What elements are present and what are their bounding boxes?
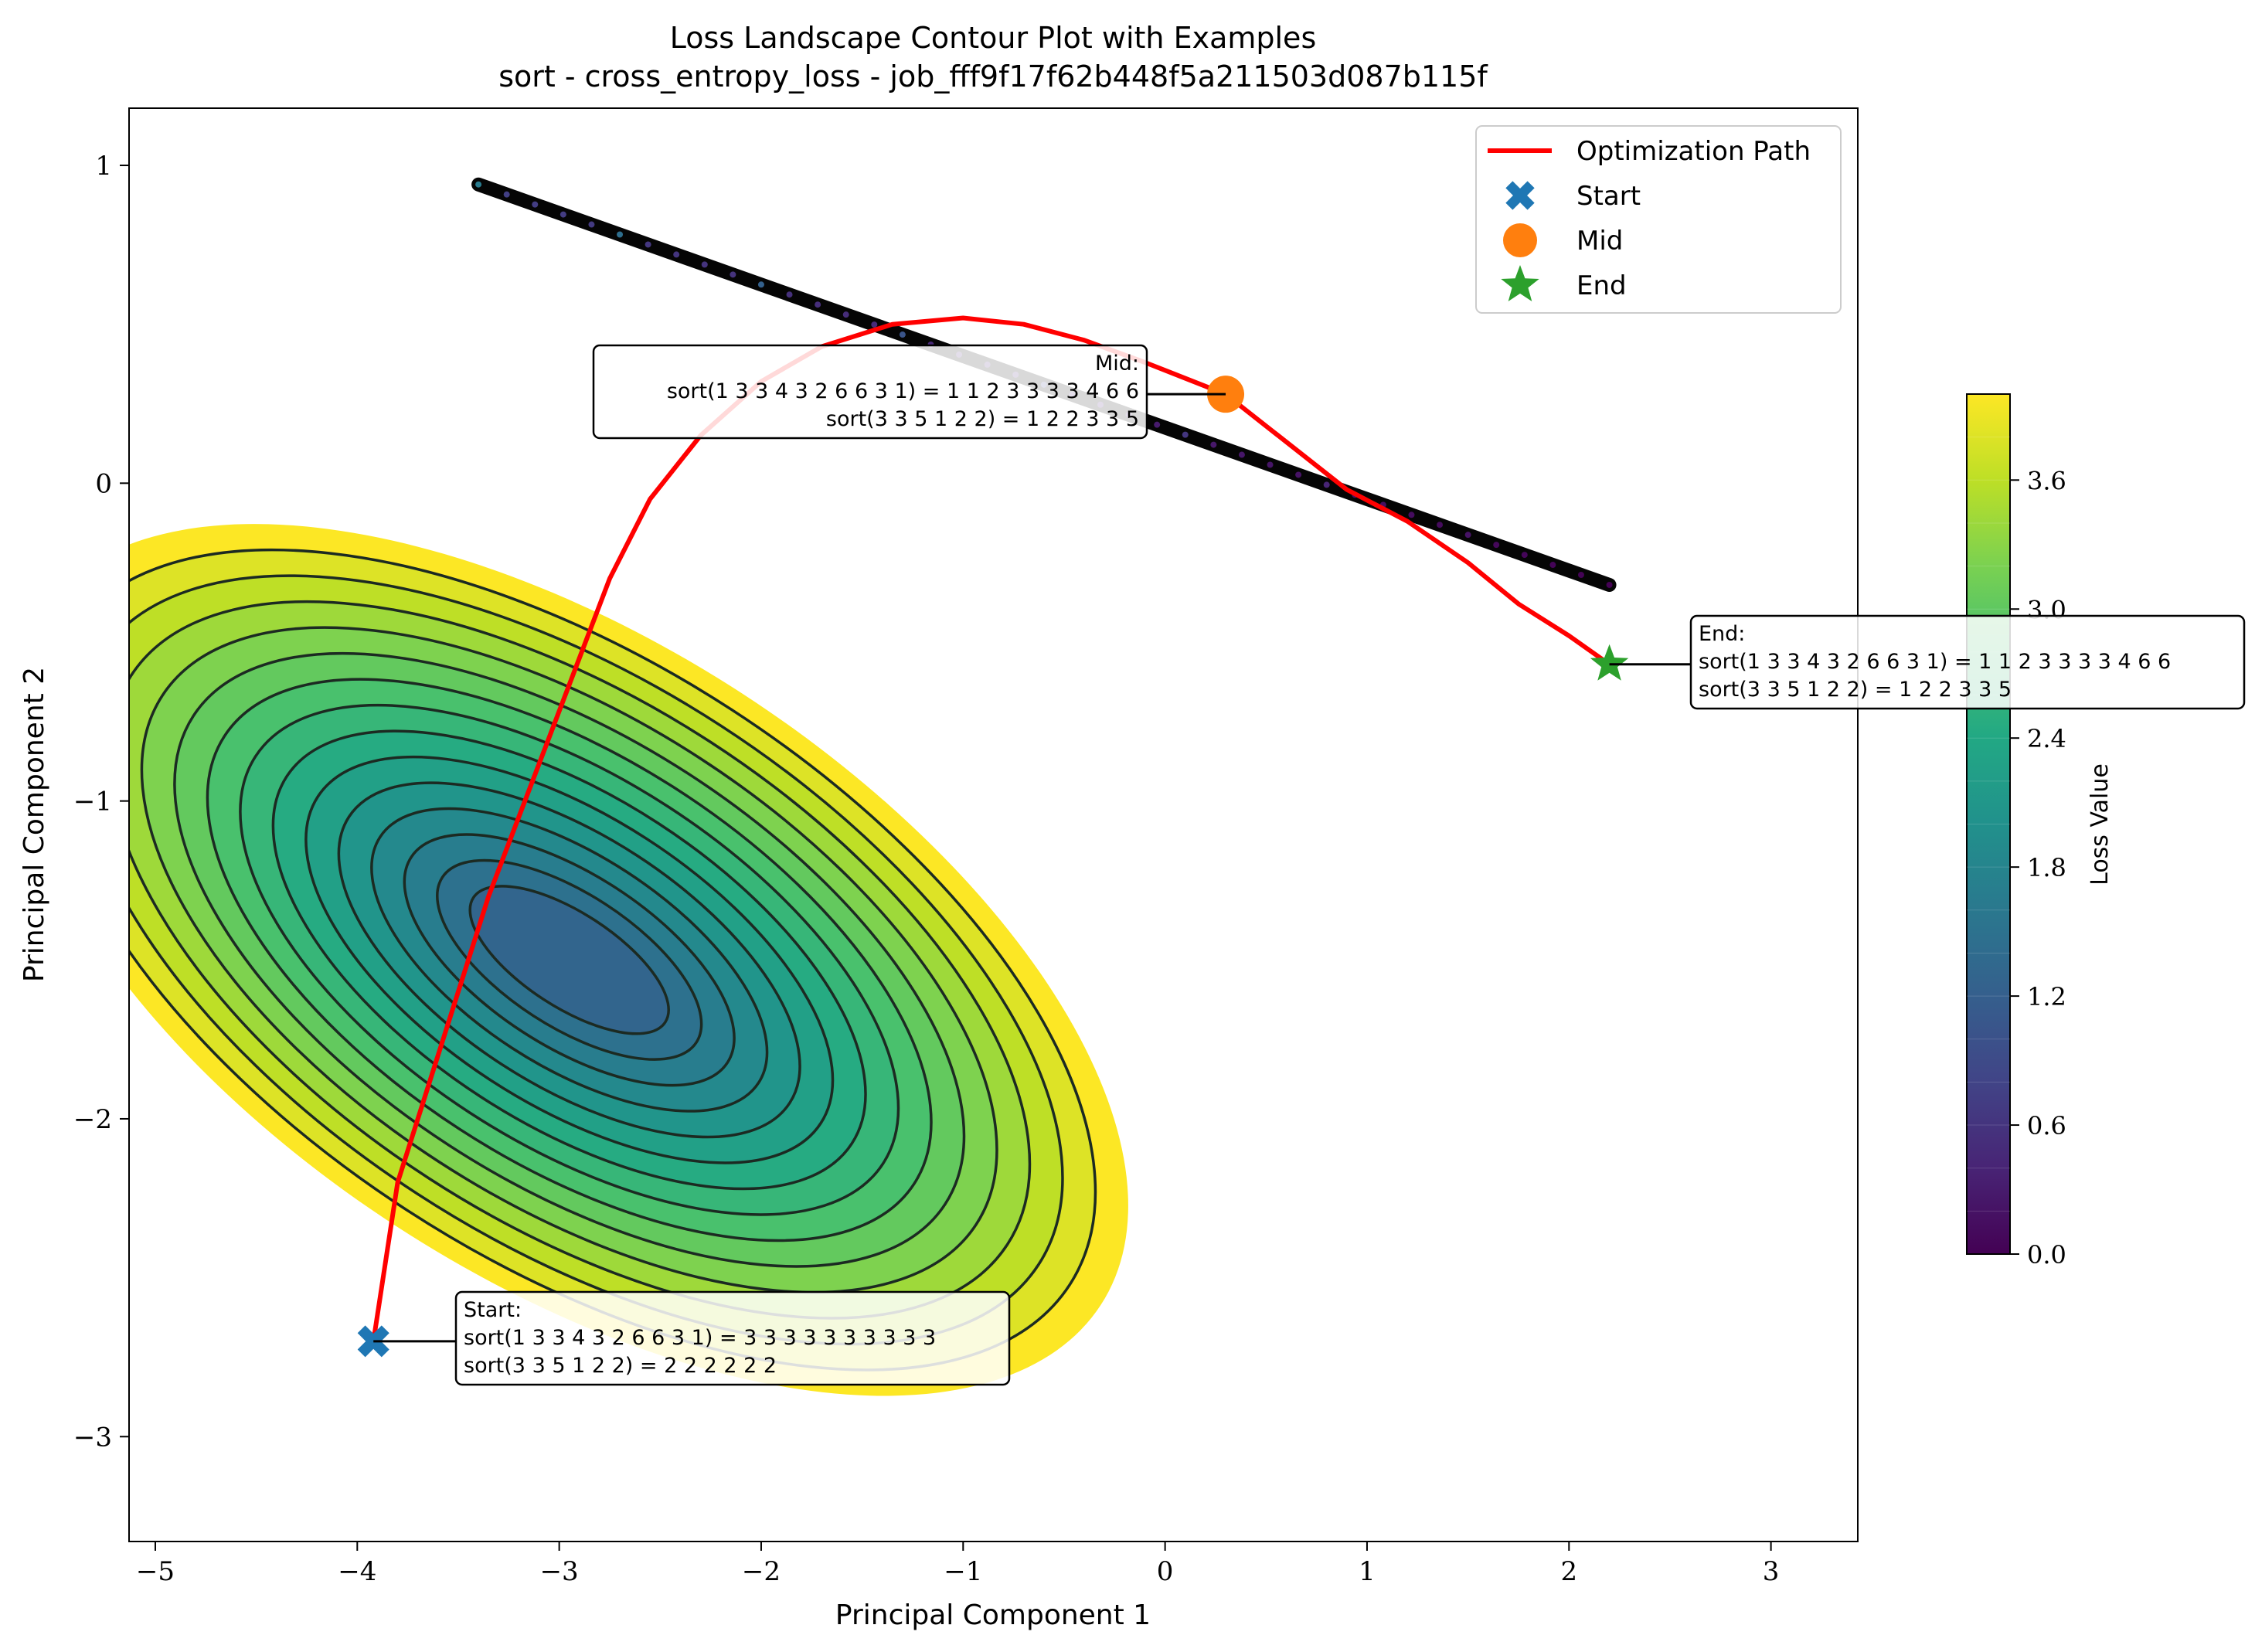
legend-label: Optimization Path	[1576, 136, 1811, 167]
legend-entry-end: End	[1501, 265, 1627, 301]
y-tick-label: −3	[73, 1422, 112, 1453]
x-tick-label: −3	[540, 1556, 579, 1587]
valley-cell	[673, 251, 680, 258]
valley-cell	[757, 281, 764, 288]
annotation-line: End:	[1699, 622, 1745, 646]
chart-subtitle: sort - cross_entropy_loss - job_fff9f17f…	[498, 59, 1488, 93]
annotation-line: Mid:	[1095, 352, 1139, 376]
valley-cell	[645, 241, 651, 248]
legend-marker-swatch	[1501, 265, 1539, 301]
chart-title: Loss Landscape Contour Plot with Example…	[670, 21, 1317, 55]
legend-entry-mid: Mid	[1503, 223, 1623, 257]
colorbar-tick-label: 0.0	[2027, 1240, 2066, 1270]
x-tick-label: −5	[136, 1556, 175, 1587]
valley-cell	[1154, 421, 1161, 428]
colorbar-label: Loss Value	[2087, 763, 2114, 885]
x-tick-label: 2	[1560, 1556, 1577, 1587]
valley-cell	[1521, 552, 1528, 559]
annotation-mid: Mid: sort(1 3 3 4 3 2 6 6 3 1) = 1 1 2 3 …	[592, 344, 1226, 440]
valley-cell	[559, 211, 566, 218]
legend: Optimization Path Start Mid End	[1475, 125, 1842, 314]
legend-marker-swatch-bar-2	[1505, 181, 1535, 210]
colorbar-tick-label: 3.6	[2027, 466, 2066, 495]
annotation-line: sort(3 3 5 1 2 2) = 2 2 2 2 2 2	[464, 1354, 777, 1378]
annotation-box	[454, 1290, 1011, 1386]
annotation-end: End: sort(1 3 3 4 3 2 6 6 3 1) = 1 1 2 3 …	[1609, 614, 2246, 710]
valley-cell	[1493, 542, 1500, 549]
valley-cell	[730, 271, 736, 278]
basin-level	[468, 885, 670, 1035]
x-tick-label: 0	[1157, 1556, 1174, 1587]
plot-frame	[128, 107, 1859, 1542]
x-tick-label: 1	[1359, 1556, 1376, 1587]
legend-marker-swatch	[1503, 223, 1537, 257]
valley-cell	[1408, 512, 1415, 518]
colorbar-tick-label: 1.8	[2027, 853, 2066, 882]
legend-entry-start: Start	[1505, 181, 1641, 212]
y-tick-label: −2	[73, 1104, 112, 1135]
annotation-line: sort(3 3 5 1 2 2) = 1 2 2 3 3 5	[1699, 678, 2012, 702]
valley-cell	[1210, 441, 1217, 448]
valley-cell	[786, 291, 793, 298]
basin-contours	[129, 524, 1128, 1396]
annotation-line: Start:	[464, 1298, 522, 1322]
x-tick-label: 3	[1763, 1556, 1780, 1587]
optimization-path-line	[371, 315, 1611, 1342]
x-tick-label: −4	[338, 1556, 376, 1587]
valley-cell	[871, 321, 878, 328]
colorbar-tick-label: 2.4	[2027, 724, 2066, 753]
plot-content	[129, 177, 1629, 1396]
colorbar: Loss Value 0.00.61.21.82.43.03.6	[1966, 393, 2114, 1270]
valley-cell	[899, 331, 906, 338]
legend-label: End	[1576, 270, 1627, 301]
axes: −5 −4 −3 −2 −1 0 1 2 3 1 0 −1 −2 −3	[73, 151, 1780, 1587]
annotation-line: sort(1 3 3 4 3 2 6 6 3 1) = 3 3 3 3 3 3 …	[464, 1326, 936, 1350]
valley-cell	[842, 311, 849, 318]
x-tick-label: −2	[742, 1556, 781, 1587]
legend-label: Start	[1576, 181, 1641, 212]
valley-cell	[1182, 431, 1189, 438]
valley-cell	[815, 301, 821, 308]
colorbar-gradient	[1967, 394, 2010, 1254]
legend-label: Mid	[1576, 226, 1623, 257]
valley-cell	[1323, 481, 1330, 488]
annotation-line: sort(1 3 3 4 3 2 6 6 3 1) = 1 1 2 3 3 3 …	[667, 379, 1139, 403]
valley-cell	[1238, 451, 1245, 458]
colorbar-frame	[1966, 393, 2011, 1255]
annotation-line: sort(1 3 3 4 3 2 6 6 3 1) = 1 1 2 3 3 3 …	[1699, 650, 2171, 674]
annotation-line: sort(3 3 5 1 2 2) = 1 2 2 3 3 5	[826, 407, 1139, 431]
valley-cell	[1295, 471, 1302, 478]
valley-cell	[1464, 532, 1471, 539]
valley-cell	[503, 191, 510, 198]
y-axis-label: Principal Component 2	[19, 667, 50, 982]
annotation-box	[592, 344, 1148, 440]
legend-marker-swatch	[1505, 181, 1535, 210]
y-tick-label: −1	[73, 787, 112, 818]
marker-end	[1590, 644, 1629, 681]
valley-cell	[1437, 522, 1444, 529]
colorbar-tick-label: 0.6	[2027, 1111, 2066, 1140]
x-axis-label: Principal Component 1	[835, 1599, 1151, 1631]
valley-cell	[617, 231, 624, 238]
y-tick-label: 1	[95, 151, 112, 182]
valley-cell	[1549, 562, 1556, 569]
y-tick-label: 0	[95, 468, 112, 499]
legend-entry-optimization-path: Optimization Path	[1488, 136, 1811, 167]
valley-cell	[588, 221, 595, 228]
valley-cell	[532, 201, 539, 208]
annotation-start: Start: sort(1 3 3 4 3 2 6 6 3 1) = 3 3 3 …	[373, 1290, 1011, 1386]
valley-cell	[1606, 581, 1613, 588]
valley-cell	[1577, 572, 1584, 579]
legend-frame	[1475, 125, 1842, 314]
valley-cell	[1267, 461, 1274, 468]
annotations: Start: sort(1 3 3 4 3 2 6 6 3 1) = 3 3 3 …	[373, 344, 2246, 1386]
valley-cell	[701, 261, 708, 268]
annotation-box	[1689, 614, 2246, 710]
colorbar-tick-label: 1.2	[2027, 982, 2066, 1011]
valley-cell	[475, 181, 482, 188]
x-tick-label: −1	[944, 1556, 982, 1587]
